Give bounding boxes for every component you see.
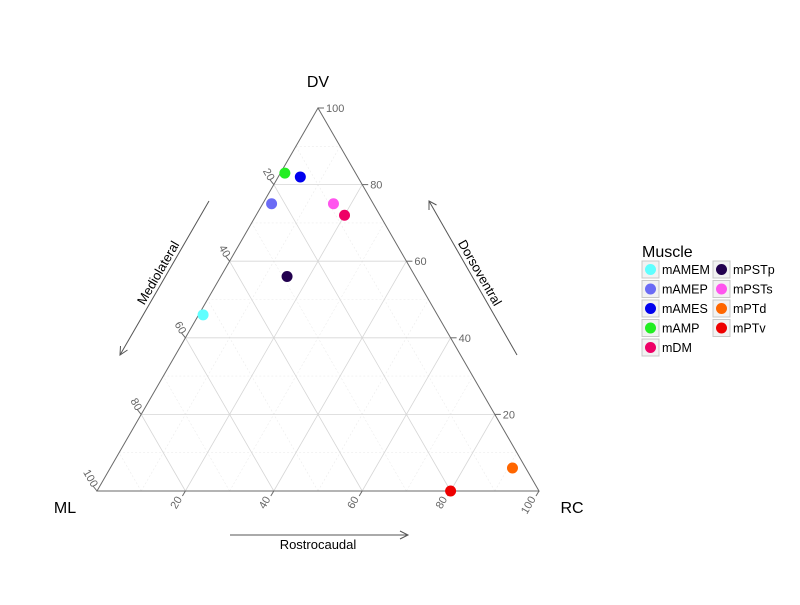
major-grid-ml [140,414,186,492]
legend-item-mPSTs: mPSTs [712,280,773,298]
tick-label-ml: 100 [80,468,100,490]
minor-grid-rc [317,299,429,492]
data-point-mPTd [506,462,518,474]
tick-label-rc: 80 [434,495,451,512]
minor-grid-ml [118,452,142,492]
legend-label: mDM [662,341,692,355]
tick-mark-ml [269,179,275,185]
tick-mark-rc [535,490,540,497]
tick-mark-rc [270,490,275,497]
data-point-mAMES [294,171,306,183]
legend-item-mAMP: mAMP [641,319,700,337]
legend: Muscle mAMEMmAMEPmAMESmAMPmDMmPSTpmPSTsm… [641,244,775,357]
data-point-mPTv [445,485,457,497]
legend-key-dot [716,322,727,334]
data-point-mPSTp [281,271,293,283]
minor-grid-ml [295,146,496,492]
legend-key-dot [645,322,656,334]
tick-label-dv: 80 [370,180,382,192]
legend-item-mAMES: mAMES [641,299,708,318]
legend-key-dot [716,303,727,314]
minor-grid-rc [406,375,473,492]
major-grid-ml [229,261,363,492]
edge-label-dorsoventral: Dorsoventral [455,237,505,308]
legend-key-dot [645,303,656,314]
tick-label-rc: 100 [519,495,539,517]
minor-grid-ml [163,375,230,492]
vertex-label-left: ML [54,500,76,517]
triangle-frame [96,106,540,492]
tick-mark-ml [92,485,98,492]
tick-mark-ml [181,332,186,339]
minor-grid-ml [207,299,319,492]
tick-label-ml: 80 [127,396,144,413]
data-point-mDM [339,209,351,221]
minor-grid-rc [140,146,341,492]
vertex-label-top: DV [307,74,330,91]
legend-key-dot [716,283,727,295]
mediolateral-arrow [119,200,210,356]
tick-label-ml: 60 [172,320,189,337]
minor-grid-rc [229,222,385,492]
triangle-outline [96,106,540,492]
legend-key-dot [645,283,656,295]
major-grid-ml [185,337,275,492]
tick-mark-rc [358,490,363,497]
legend-key-dot [716,264,727,275]
tick-label-rc: 20 [168,495,185,512]
legend-item-mAMEP: mAMEP [641,280,708,298]
tick-label-dv: 100 [326,103,344,115]
legend-items: mAMEM mAMEP mAMES mAMP mDM mPSTp mPSTs mPTd mPTv [641,260,775,357]
tick-labels: 20 20 20 40 40 40 60 60 60 80 80 80 100 100 100 [80,103,540,517]
legend-item-mAMEM: mAMEM [641,260,710,279]
legend-item-mPTv: mPTv [712,319,766,337]
tick-mark-rc [181,490,186,497]
edge-label-mediolateral: Mediolateral [134,238,182,307]
tick-mark-ml [136,409,142,415]
tick-label-dv: 20 [503,409,515,421]
rostrocaudal-arrow [230,530,410,540]
legend-label: mAMP [662,322,700,336]
data-points [197,167,518,497]
major-grid-rc [450,414,496,492]
legend-key-dot [645,342,656,353]
legend-label: mAMEM [662,263,710,277]
data-point-mAMP [279,167,291,179]
minor-grid-rc [494,452,518,492]
legend-item-mDM: mDM [641,338,692,357]
tick-label-ml: 40 [216,243,233,260]
legend-key-dot [645,264,656,275]
major-grid-rc [273,261,407,492]
legend-title: Muscle [642,244,693,261]
grid-layer [118,146,518,492]
legend-label: mPTd [733,302,766,316]
data-point-mPSTs [327,198,339,210]
tick-label-dv: 60 [414,256,426,268]
dorsoventral-arrow [428,200,518,356]
tick-label-rc: 60 [345,495,362,512]
tick-label-ml: 20 [260,166,277,183]
tick-mark-ml [225,255,230,262]
vertex-label-right: RC [560,500,583,517]
tick-label-rc: 40 [257,495,274,512]
legend-item-mPTd: mPTd [712,299,766,318]
data-point-mAMEM [197,309,209,321]
legend-item-mPSTp: mPSTp [712,260,775,279]
legend-label: mPSTs [733,283,773,297]
legend-label: mPSTp [733,263,775,277]
legend-label: mAMES [662,302,708,316]
tick-label-dv: 40 [459,333,471,345]
data-point-mAMEP [266,198,278,210]
legend-label: mPTv [733,322,766,336]
legend-label: mAMEP [662,283,708,297]
edge-label-rostrocaudal: Rostrocaudal [280,537,357,552]
major-grid-rc [361,337,451,492]
minor-grid-ml [251,222,407,492]
